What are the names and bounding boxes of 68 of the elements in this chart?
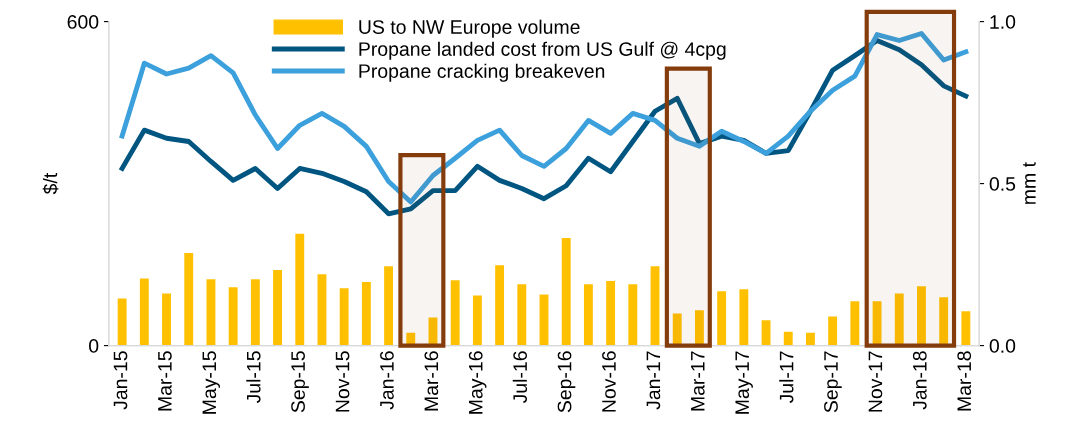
legend-label: Propane landed cost from US Gulf @ 4cpg — [359, 41, 726, 60]
bar — [894, 293, 904, 346]
bar — [472, 295, 482, 346]
bar — [361, 282, 371, 346]
bar — [939, 297, 949, 346]
x-tick-label: Jan-18 — [912, 351, 927, 410]
bar — [828, 316, 838, 346]
x-tick-label: Mar-15 — [158, 351, 172, 411]
x-tick-label: Jan-16 — [380, 351, 394, 410]
bar — [606, 281, 616, 346]
bar — [250, 279, 260, 346]
bar — [539, 294, 549, 346]
x-tick-label: Mar-18 — [957, 351, 972, 411]
bar — [117, 298, 127, 346]
bar — [162, 293, 171, 346]
x-tick-label: Nov-15 — [335, 351, 350, 412]
bar — [917, 286, 926, 346]
x-tick-label: Jan-15 — [113, 351, 128, 410]
x-tick-label: Jul-16 — [512, 351, 528, 404]
x-tick-label: Jan-17 — [646, 351, 661, 410]
bar — [694, 310, 704, 346]
bar — [650, 266, 660, 346]
bar — [295, 233, 305, 346]
x-tick-label: Mar-17 — [691, 351, 705, 411]
x-tick-label: May-16 — [468, 351, 487, 414]
x-tick-label: Jul-17 — [779, 351, 794, 404]
x-tick-label: May-15 — [202, 351, 220, 414]
y-tick-label: 0 — [89, 339, 99, 353]
x-tick-label: Sep-16 — [557, 351, 576, 413]
x-tick-label: Sep-17 — [824, 351, 842, 413]
bar — [273, 270, 282, 346]
bar — [583, 284, 593, 346]
bar — [850, 301, 860, 346]
x-tick-label: May-17 — [735, 351, 753, 414]
bar — [783, 331, 793, 346]
bar — [206, 279, 216, 346]
y2-axis-title: mm t — [1023, 162, 1036, 204]
bar — [450, 280, 460, 346]
bar — [406, 332, 416, 346]
y-tick-label: 600 — [67, 15, 99, 29]
bar — [872, 301, 882, 346]
bar — [628, 284, 638, 346]
legend-label: US to NW Europe volume — [359, 19, 580, 38]
bar — [139, 278, 149, 346]
x-tick-label: Nov-16 — [602, 351, 616, 412]
legend-label: Propane cracking breakeven — [359, 63, 605, 82]
bar — [717, 291, 727, 346]
bar — [495, 265, 505, 346]
y2-tick-label: 0.0 — [989, 339, 1016, 353]
x-tick-label: Nov-17 — [868, 351, 883, 412]
bar — [317, 274, 327, 346]
bar — [339, 288, 349, 346]
bar — [561, 238, 571, 346]
bar — [739, 289, 749, 346]
bar — [961, 311, 971, 346]
x-tick-label: Mar-16 — [424, 351, 439, 411]
bar — [184, 252, 194, 346]
x-tick-label: Jul-15 — [246, 351, 261, 404]
bar — [228, 287, 238, 346]
bar — [806, 332, 815, 346]
bar — [428, 317, 438, 346]
x-tick-label: Sep-15 — [291, 351, 309, 413]
y-axis-title: $/t — [42, 172, 59, 195]
y2-tick-label: 1.0 — [990, 15, 1016, 29]
bar — [384, 266, 394, 346]
y2-tick-label: 0.5 — [989, 177, 1016, 191]
bar — [672, 313, 682, 346]
bar — [517, 284, 527, 346]
